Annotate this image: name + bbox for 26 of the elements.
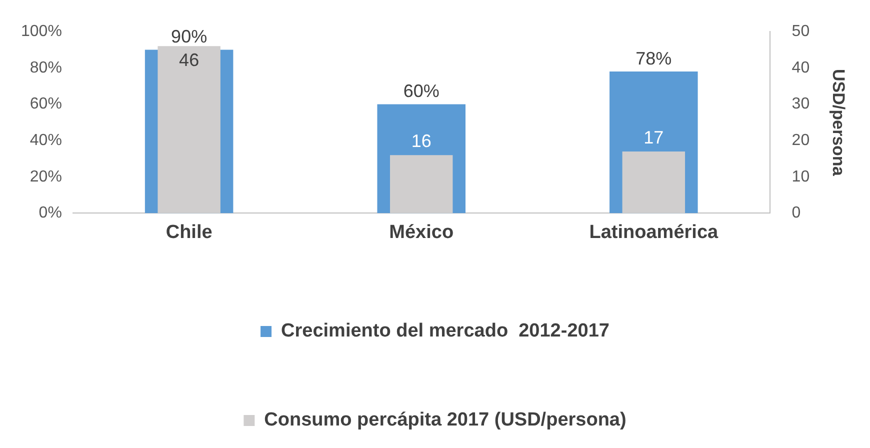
data-label: 16 (411, 131, 432, 152)
y-tick-label: 100% (21, 23, 62, 40)
y-tick-label: 20% (30, 168, 62, 186)
data-label: 17 (644, 127, 664, 148)
x-tick-label: Latinoamérica (589, 222, 718, 243)
legend-label: Crecimiento del mercado 2012-2017 (281, 320, 610, 342)
y2-tick-label: 10 (792, 168, 810, 186)
legend-label: Consumo percápita 2017 (USD/persona) (264, 410, 626, 431)
x-tick-label: México (389, 222, 454, 243)
y2-tick-label: 20 (792, 132, 810, 149)
data-label: 46 (179, 50, 200, 70)
y2-tick-label: 30 (792, 96, 810, 113)
bar (622, 151, 686, 214)
y-tick-label: 0% (38, 204, 62, 222)
bar (390, 155, 453, 214)
y2-tick-label: 40 (792, 59, 810, 76)
data-label: 60% (403, 81, 440, 102)
y-tick-label: 80% (30, 59, 62, 76)
y2-tick-label: 50 (792, 23, 810, 40)
y2-tick-label: 0 (792, 204, 801, 222)
y2-axis-title: USD/persona (829, 69, 848, 176)
x-tick-label: Chile (166, 222, 212, 243)
y-tick-label: 60% (30, 96, 62, 113)
y-tick-label: 40% (30, 132, 62, 149)
data-label: 78% (636, 48, 672, 69)
data-label: 90% (171, 26, 208, 47)
